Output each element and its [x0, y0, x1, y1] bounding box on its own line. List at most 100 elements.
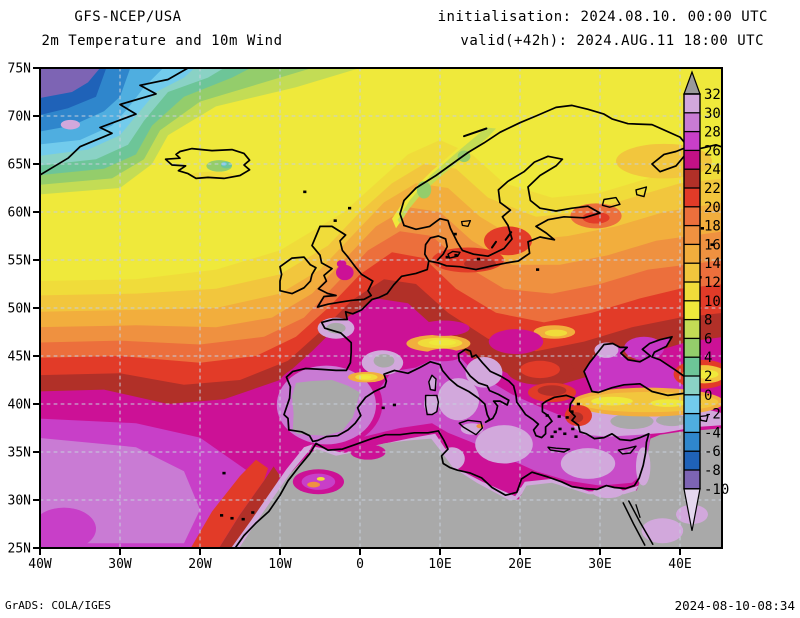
colorbar-label: 30	[704, 106, 721, 122]
colorbar-label: 32	[704, 87, 721, 103]
colorbar-label: 8	[704, 313, 712, 329]
colorbar-segment	[684, 132, 700, 151]
island-dot	[570, 410, 573, 413]
island-dot	[566, 416, 569, 419]
colorbar-segment	[684, 282, 700, 301]
x-tick-label: 40W	[28, 557, 52, 572]
temperature-map-chart: GFS-NCEP/USA 2m Temperature and 10m Wind…	[0, 0, 800, 618]
island-dot	[393, 404, 396, 407]
init-time-label: initialisation: 2024.08.10. 00:00 UTC	[438, 9, 768, 25]
island-dot	[550, 435, 553, 438]
temp-patch	[591, 397, 633, 406]
cold-plum-spot	[61, 120, 80, 130]
colorbar-segment	[684, 470, 700, 489]
colorbar-label: 24	[704, 162, 721, 178]
colorbar-segment	[684, 207, 700, 226]
island-dot	[382, 407, 385, 410]
temp-patch	[545, 330, 567, 337]
temp-patch	[520, 361, 560, 378]
island-dot	[348, 207, 351, 210]
island-dot	[220, 514, 223, 517]
temp-patch	[418, 320, 469, 335]
colorbar-segment	[684, 263, 700, 282]
island-dot	[222, 472, 225, 475]
island-dot	[454, 233, 457, 236]
colorbar-segment	[684, 432, 700, 451]
island-dot	[546, 414, 549, 417]
colorbar-label: 6	[704, 331, 712, 347]
temp-patch	[569, 412, 583, 423]
colorbar-label: 0	[704, 388, 712, 404]
y-tick-label: 30N	[8, 494, 31, 509]
colorbar-label: -8	[704, 463, 721, 479]
colorbar-label: 22	[704, 181, 721, 197]
island-dot	[574, 435, 577, 438]
colorbar-segment	[684, 376, 700, 395]
temp-patch	[475, 425, 533, 463]
temp-patch	[425, 349, 462, 361]
colorbar-label: 10	[704, 294, 721, 310]
temp-patch	[656, 415, 688, 427]
colorbar-label: 20	[704, 200, 721, 216]
temp-patch	[489, 329, 543, 354]
x-tick-label: 40E	[668, 557, 691, 572]
island-dot	[446, 256, 449, 259]
grads-credit: GrADS: COLA/IGES	[5, 599, 111, 612]
x-tick-label: 20W	[188, 557, 212, 572]
colorbar-label: 16	[704, 237, 721, 253]
y-tick-label: 55N	[8, 254, 31, 269]
island-dot	[334, 219, 337, 222]
island-dot	[554, 431, 557, 434]
island-dot	[577, 403, 580, 406]
colorbar-segment	[684, 395, 700, 414]
island-dot	[558, 415, 561, 418]
colorbar-label: -6	[704, 444, 721, 460]
colorbar-segment	[684, 338, 700, 357]
island-dot	[251, 511, 254, 514]
valid-time-label: valid(+42h): 2024.AUG.11 18:00 UTC	[460, 33, 764, 49]
island-dot	[454, 254, 457, 257]
temp-patch	[466, 357, 503, 388]
colorbar-label: 4	[704, 350, 712, 366]
colorbar-segment	[684, 244, 700, 263]
colorbar-segment	[684, 94, 700, 113]
colorbar-segment	[684, 451, 700, 470]
colorbar-label: -4	[704, 425, 721, 441]
colorbar-segment	[684, 188, 700, 207]
colorbar-segment	[684, 320, 700, 339]
y-tick-label: 70N	[8, 110, 31, 125]
temp-patch	[429, 339, 456, 345]
colorbar-label: 12	[704, 275, 721, 291]
island-dot	[536, 268, 539, 271]
temp-patch	[336, 265, 354, 280]
y-tick-label: 45N	[8, 350, 31, 365]
y-tick-label: 35N	[8, 446, 31, 461]
y-tick-label: 65N	[8, 158, 31, 173]
island-dot	[563, 432, 566, 435]
colorbar-segment	[684, 113, 700, 132]
island-dot	[303, 191, 306, 194]
colorbar-segment	[684, 357, 700, 376]
x-tick-label: 10E	[428, 557, 451, 572]
colorbar-segment	[684, 414, 700, 433]
island-dot	[571, 428, 574, 431]
island-dot	[242, 518, 245, 521]
weather-chart-page: GFS-NCEP/USA 2m Temperature and 10m Wind…	[0, 0, 800, 618]
colorbar-label: 2	[704, 369, 712, 385]
x-tick-label: 30E	[588, 557, 611, 572]
x-tick-label: 30W	[108, 557, 132, 572]
temp-patch	[302, 474, 336, 490]
colorbar-segment	[684, 150, 700, 169]
x-tick-label: 0	[356, 557, 364, 572]
colorbar-segment	[684, 169, 700, 188]
colorbar-label: 26	[704, 143, 721, 159]
y-tick-label: 50N	[8, 302, 31, 317]
x-tick-label: 20E	[508, 557, 531, 572]
colorbar-segment	[684, 226, 700, 245]
temp-patch	[484, 226, 532, 255]
temp-patch	[32, 508, 96, 550]
colorbar-label: -10	[704, 482, 729, 498]
y-tick-label: 25N	[8, 542, 31, 557]
island-dot	[477, 258, 480, 261]
y-tick-label: 40N	[8, 398, 31, 413]
